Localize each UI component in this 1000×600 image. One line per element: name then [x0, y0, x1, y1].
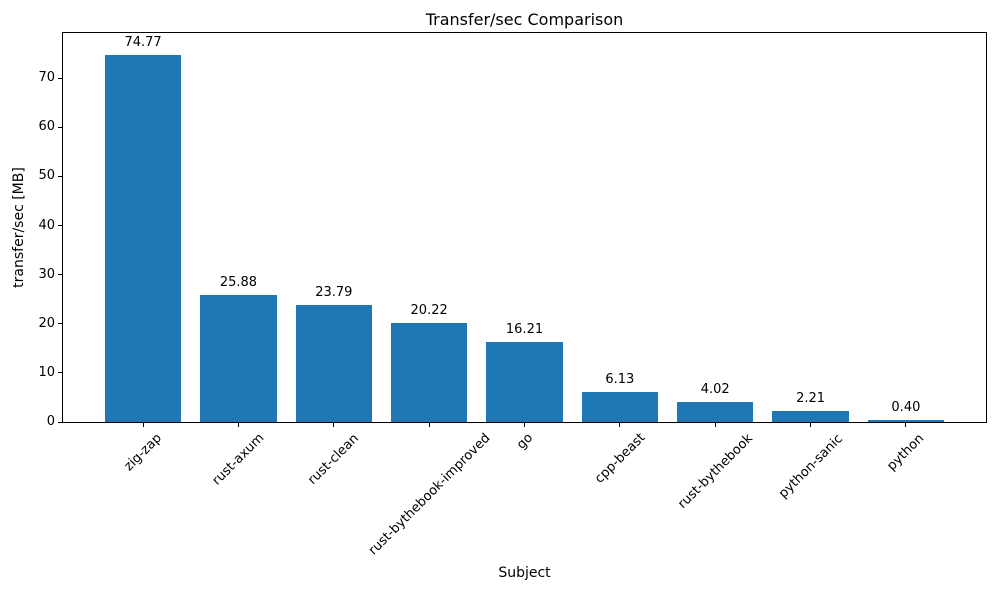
- y-axis-tick: [58, 77, 62, 79]
- y-axis-tick: [58, 323, 62, 325]
- y-axis-tick: [58, 372, 62, 374]
- y-axis-tick: [58, 421, 62, 423]
- y-axis-tick-label: 60: [38, 119, 55, 135]
- bar: [391, 322, 468, 422]
- bar: [104, 54, 182, 422]
- x-axis-tick: [714, 423, 716, 427]
- y-axis-tick-label: 20: [38, 315, 55, 331]
- bar-value-label: 2.21: [796, 391, 826, 407]
- x-axis-tick: [428, 423, 430, 427]
- x-axis-tick: [810, 423, 812, 427]
- bar-value-label: 74.77: [124, 34, 162, 50]
- x-axis-tick-label: cpp-beast: [591, 430, 649, 488]
- bar: [295, 305, 372, 422]
- x-axis-tick-label: rust-bythebook-improved: [365, 430, 494, 559]
- x-axis-tick-label: python-sanic: [775, 431, 846, 501]
- y-axis-tick: [58, 175, 62, 177]
- bar-value-label: 0.40: [891, 400, 921, 416]
- bar-value-label: 6.13: [605, 371, 635, 387]
- bar-value-label: 4.02: [700, 382, 730, 398]
- y-axis-tick-label: 0: [46, 414, 55, 429]
- x-axis-tick-label: rust-axum: [209, 431, 268, 489]
- bar: [486, 342, 563, 422]
- x-axis-tick: [905, 423, 907, 427]
- bar-value-label: 23.79: [315, 285, 353, 301]
- y-axis-tick: [58, 225, 62, 227]
- bar-value-label: 16.21: [505, 322, 544, 338]
- y-axis-tick-label: 30: [38, 266, 55, 282]
- x-axis-label: Subject: [498, 565, 551, 581]
- x-axis-tick: [237, 423, 239, 427]
- y-axis-tick-label: 10: [38, 364, 55, 380]
- x-axis-tick-label: zig-zap: [121, 430, 166, 475]
- x-axis-tick-label: rust-bythebook: [674, 430, 756, 512]
- bar-value-label: 25.88: [219, 274, 258, 290]
- bar: [772, 411, 849, 422]
- chart-title: Transfer/sec Comparison: [425, 10, 624, 29]
- x-axis-tick-label: rust-clean: [305, 430, 363, 488]
- x-axis-tick-label: python: [884, 430, 928, 474]
- y-axis-tick-label: 50: [38, 168, 55, 184]
- bar: [200, 294, 277, 422]
- bar: [867, 420, 945, 422]
- y-axis-tick-label: 70: [38, 70, 55, 86]
- bar-value-label: 20.22: [410, 302, 448, 318]
- bar: [581, 391, 658, 422]
- x-axis-tick-label: go: [513, 430, 536, 453]
- x-axis-tick: [524, 423, 525, 427]
- y-axis-tick-label: 40: [38, 217, 55, 233]
- x-axis-tick: [619, 423, 621, 427]
- y-axis-tick: [58, 126, 62, 128]
- x-axis-tick: [142, 423, 144, 427]
- bar: [677, 402, 754, 422]
- y-axis-tick: [58, 274, 62, 276]
- x-axis-tick: [333, 423, 335, 427]
